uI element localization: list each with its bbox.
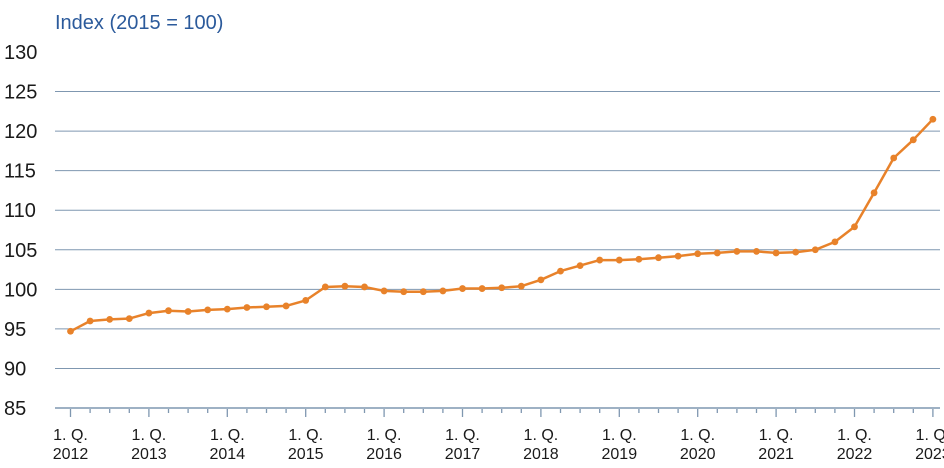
gridlines xyxy=(55,91,940,369)
data-point xyxy=(478,285,486,292)
data-point xyxy=(537,276,545,284)
data-point xyxy=(772,249,780,257)
data-point xyxy=(86,317,94,325)
data-point xyxy=(870,189,878,197)
y-tick-label: 95 xyxy=(4,319,26,341)
y-axis-unit-label: Index (2015 = 100) xyxy=(55,12,223,34)
data-point xyxy=(694,250,702,258)
x-tick-quarter-label: 1. Q. xyxy=(53,427,88,444)
series-line xyxy=(67,115,937,335)
x-tick-year-label: 2012 xyxy=(53,446,89,463)
x-tick-quarter-label: 1. Q. xyxy=(210,427,245,444)
x-tick-quarter-label: 1. Q. xyxy=(524,427,559,444)
x-tick-year-label: 2015 xyxy=(288,446,324,463)
x-axis: 1. Q. 2012 1. Q. 2013 1. Q. 2014 1. Q. 2015 1. Q… xyxy=(53,407,944,463)
x-tick-year-label: 2018 xyxy=(523,446,559,463)
data-point xyxy=(223,305,231,313)
data-point xyxy=(655,254,662,262)
x-tick-year-label: 2022 xyxy=(837,446,873,463)
data-point xyxy=(400,288,408,296)
data-point xyxy=(282,302,290,310)
x-tick-year-label: 2016 xyxy=(366,446,402,463)
data-point xyxy=(635,255,643,263)
data-point xyxy=(576,262,584,269)
data-point xyxy=(263,303,270,311)
data-point xyxy=(302,297,310,304)
x-tick-year-label: 2017 xyxy=(445,446,481,463)
data-point xyxy=(557,267,564,275)
data-point xyxy=(909,136,917,144)
data-point xyxy=(615,256,623,264)
data-point xyxy=(792,248,800,256)
x-tick-year-label: 2023 xyxy=(915,446,944,463)
data-point xyxy=(929,115,937,123)
x-tick-quarter-label: 1. Q. xyxy=(288,427,323,444)
data-point xyxy=(713,249,721,257)
data-point xyxy=(67,327,74,335)
x-tick-quarter-label: 1. Q. xyxy=(132,427,167,444)
data-point xyxy=(851,223,858,231)
data-point xyxy=(831,238,839,246)
series-path xyxy=(69,118,934,333)
x-tick-year-label: 2013 xyxy=(131,446,167,463)
x-tick-year-label: 2021 xyxy=(758,446,794,463)
data-point xyxy=(243,304,251,311)
x-tick-quarter-label: 1. Q. xyxy=(837,427,872,444)
y-tick-label: 90 xyxy=(4,358,26,380)
data-point xyxy=(125,315,133,323)
data-point xyxy=(733,247,741,255)
data-point xyxy=(321,283,329,291)
x-tick-quarter-label: 1. Q. xyxy=(680,427,715,444)
data-point xyxy=(419,288,427,296)
x-tick-quarter-label: 1. Q. xyxy=(759,427,794,444)
y-tick-label: 100 xyxy=(4,279,37,301)
y-tick-label: 115 xyxy=(4,161,36,183)
x-tick-year-label: 2019 xyxy=(602,446,638,463)
x-tick-quarter-label: 1. Q. xyxy=(445,427,480,444)
data-point xyxy=(106,315,114,323)
y-tick-label: 130 xyxy=(4,42,37,64)
data-point xyxy=(596,256,604,264)
x-tick-quarter-label: 1. Q. xyxy=(602,427,637,444)
data-point xyxy=(145,309,153,317)
x-tick-quarter-label: 1. Q. xyxy=(916,427,944,444)
data-point xyxy=(498,284,506,292)
x-tick-year-label: 2020 xyxy=(680,446,716,463)
data-point xyxy=(204,306,212,314)
x-tick-year-label: 2014 xyxy=(210,446,246,463)
data-point xyxy=(380,287,388,295)
data-point xyxy=(439,287,447,295)
y-tick-label: 125 xyxy=(4,82,37,104)
y-axis-tick-labels: 85 90 95 100 105 110 115 120 125 130 xyxy=(4,42,37,420)
data-point xyxy=(890,154,898,162)
data-point xyxy=(341,282,349,290)
y-tick-label: 105 xyxy=(4,240,37,262)
data-point xyxy=(517,282,525,290)
data-point xyxy=(361,283,368,291)
y-tick-label: 120 xyxy=(4,121,37,143)
data-point xyxy=(674,252,682,260)
data-point xyxy=(184,308,192,315)
data-point xyxy=(811,246,819,254)
data-point xyxy=(459,285,466,292)
data-point xyxy=(165,307,172,315)
data-point xyxy=(753,247,760,255)
x-tick-quarter-label: 1. Q. xyxy=(367,427,402,444)
y-tick-label: 110 xyxy=(4,200,36,222)
y-tick-label: 85 xyxy=(4,398,26,420)
